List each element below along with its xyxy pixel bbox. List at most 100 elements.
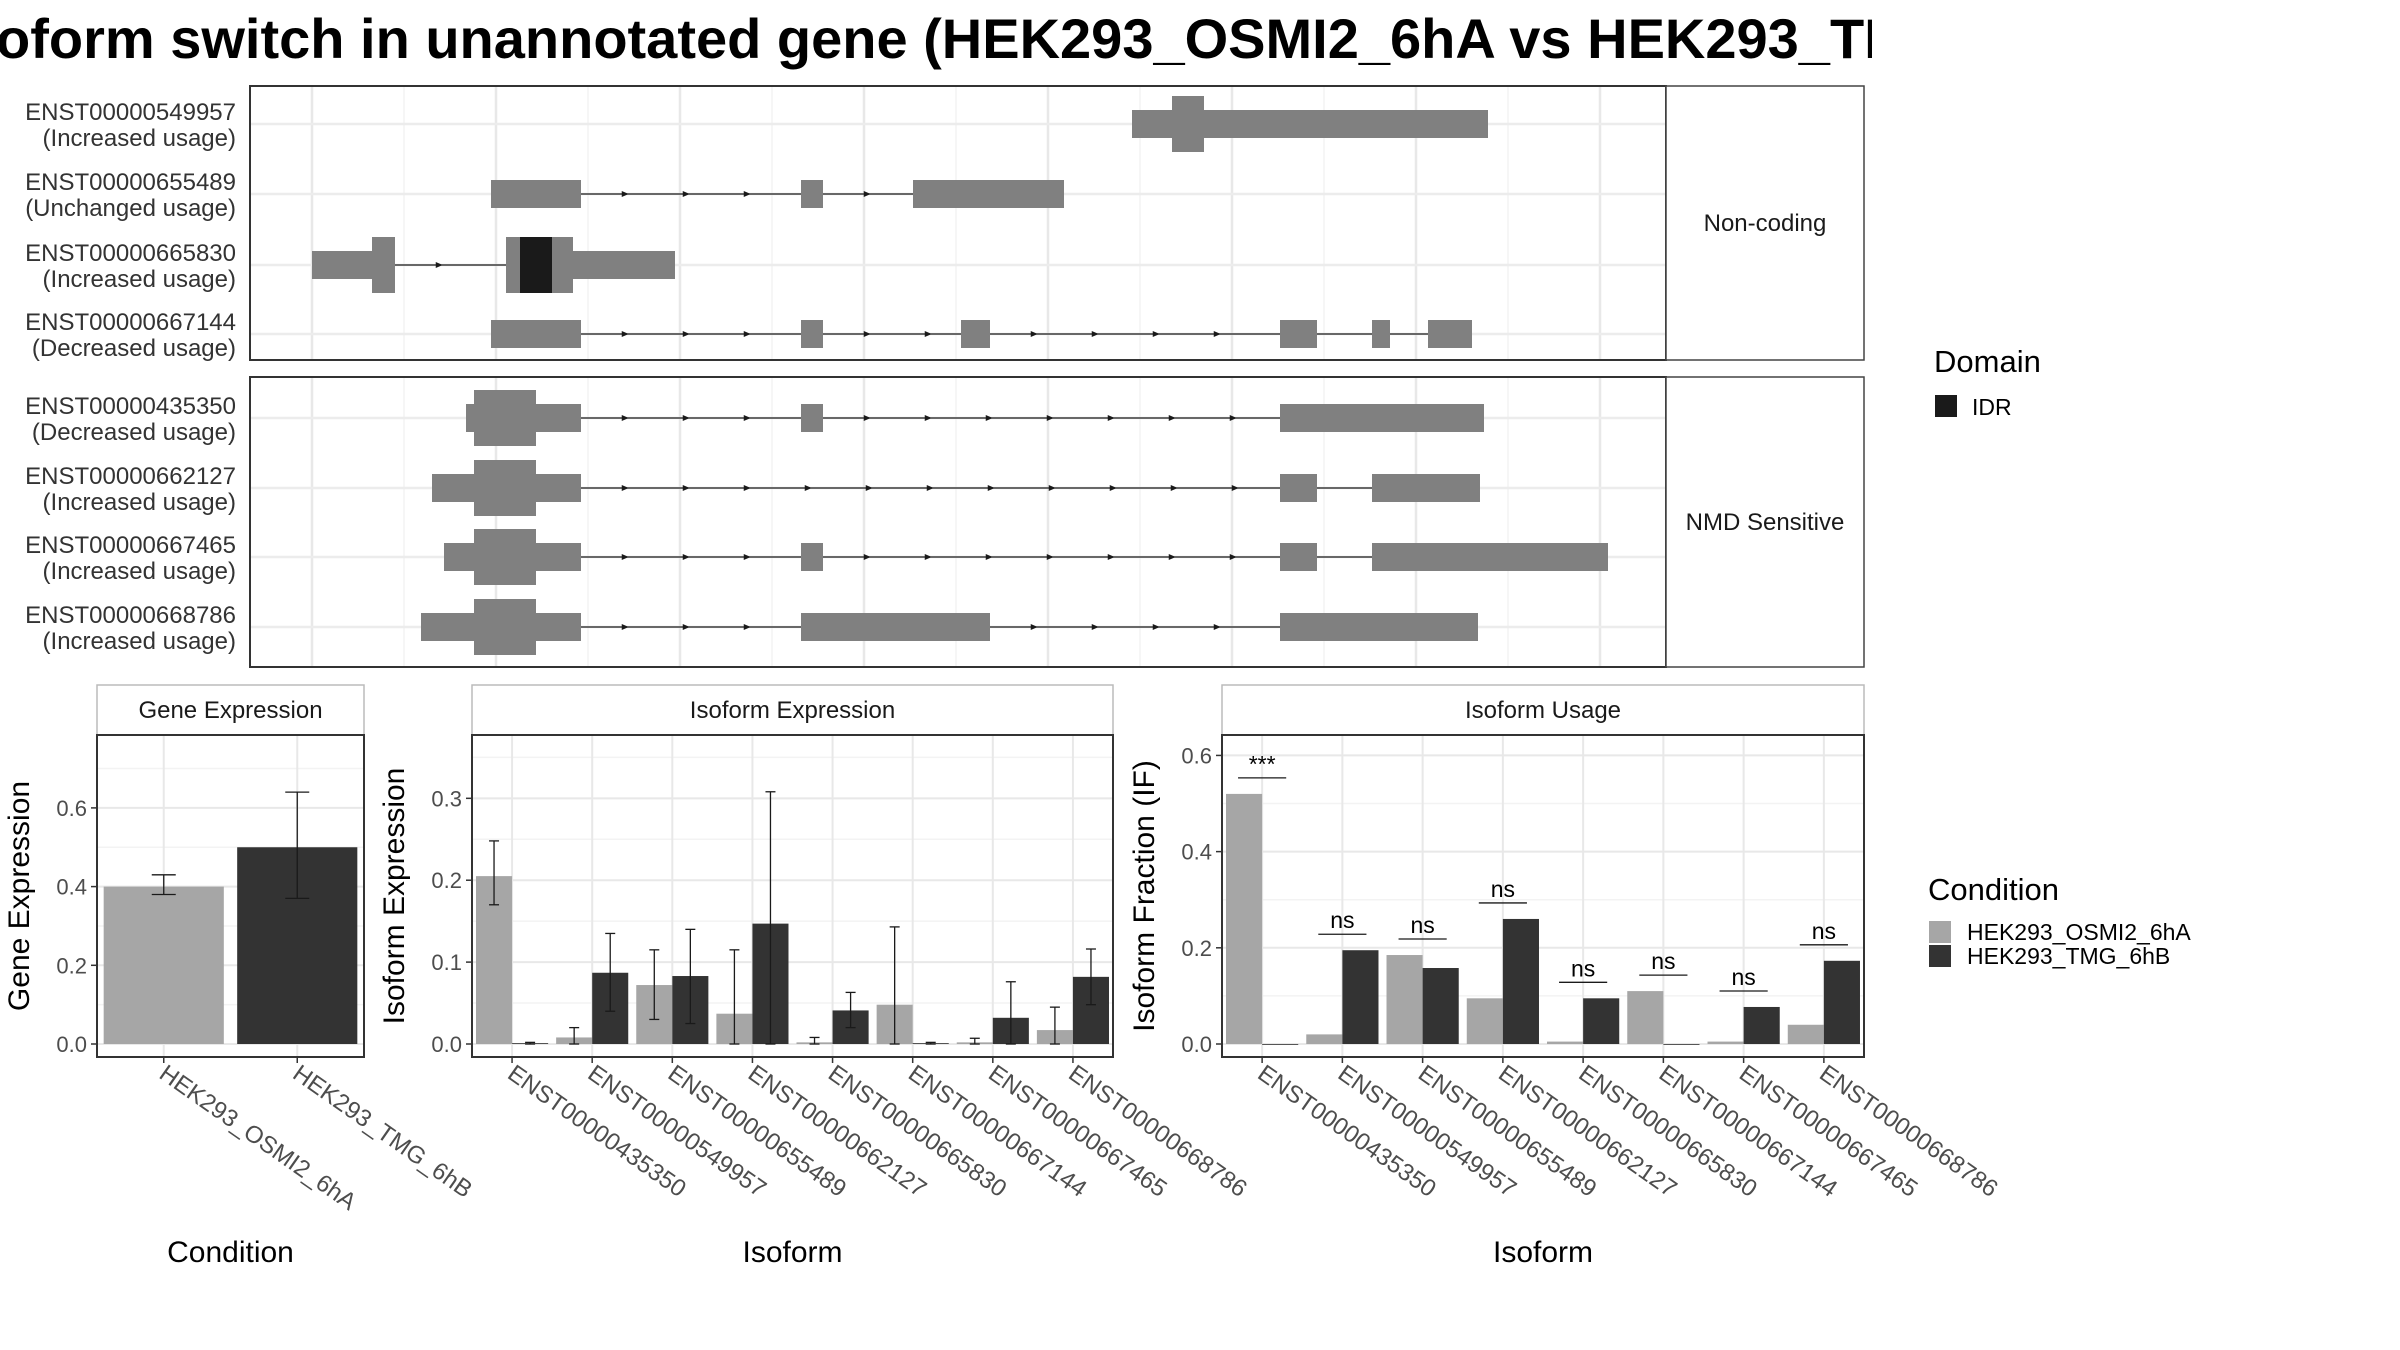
intron-arrow: [682, 485, 690, 491]
exon: [1372, 320, 1390, 348]
y-tick-label: 0.0: [431, 1032, 462, 1057]
bar-HEK293_OSMI2_6hA-ENST00000667465: [1707, 1041, 1744, 1044]
transcript-ENST00000435350: [466, 390, 1484, 446]
facet-strip: [1221, 684, 1865, 736]
intron-arrow: [621, 624, 629, 630]
transcript-status-ENST00000668786: (Increased usage): [43, 628, 236, 655]
plot-border: [96, 734, 365, 1058]
exon: [491, 320, 581, 348]
domain-legend-swatch: [1935, 395, 1957, 417]
intron-arrow: [621, 485, 629, 491]
intron-arrow: [743, 554, 751, 560]
intron-arrow: [863, 415, 871, 421]
intron-arrow: [743, 624, 751, 630]
exon: [1280, 474, 1317, 502]
transcript-ENST00000667144: [491, 320, 1472, 348]
bar-HEK293_TMG_6hB-ENST00000662127: [1502, 918, 1539, 1044]
significance-label: ns: [1330, 907, 1354, 933]
intron-arrow: [924, 331, 932, 337]
intron-arrow: [682, 331, 690, 337]
transcript-ENST00000662127: [432, 460, 1480, 516]
plot-border: [471, 734, 1114, 1058]
x-axis-title: Condition: [167, 1236, 294, 1269]
y-tick-label: 0.2: [1181, 936, 1212, 961]
condition-legend-swatch: [1929, 945, 1951, 967]
bar-HEK293_OSMI2_6hA-ENST00000665830: [1547, 1041, 1584, 1044]
transcript-status-ENST00000667465: (Increased usage): [43, 558, 236, 585]
intron-arrow: [1109, 485, 1117, 491]
intron-arrow: [743, 331, 751, 337]
transcript-status-ENST00000662127: (Increased usage): [43, 489, 236, 516]
idr-domain: [520, 237, 552, 293]
panel-title: Isoform Expression: [690, 697, 895, 724]
transcript-label-ENST00000668786: ENST00000668786: [25, 602, 236, 629]
chart-isoform-expression: Isoform Expression0.00.10.20.3ENST000004…: [378, 684, 1252, 1269]
y-tick-label: 0.6: [1181, 743, 1212, 768]
intron-arrow: [924, 554, 932, 560]
exon: [1372, 543, 1608, 571]
intron-arrow: [682, 191, 690, 197]
bar-HEK293_OSMI2_6hA-ENST00000662127: [1466, 998, 1503, 1044]
bar-HEK293_TMG_6hB-ENST00000435350: [1262, 1044, 1299, 1045]
intron-arrow: [621, 331, 629, 337]
exon: [913, 180, 1064, 208]
transcript-ENST00000549957: [1132, 96, 1488, 152]
plot-border: [1221, 734, 1865, 1058]
structure-panel-nmd-sensitive: NMD Sensitive: [249, 376, 1865, 668]
intron-arrow: [987, 485, 995, 491]
intron-arrow: [926, 485, 934, 491]
exon: [1372, 474, 1480, 502]
bar-HEK293_TMG_6hB-ENST00000655489: [1422, 968, 1459, 1044]
intron-arrow: [1168, 415, 1176, 421]
intron-arrow: [985, 415, 993, 421]
transcript-status-ENST00000549957: (Increased usage): [43, 125, 236, 152]
y-axis-title: Isoform Expression: [378, 768, 411, 1025]
bar-HEK293_OSMI2_6hA-ENST00000549957: [1306, 1034, 1343, 1044]
intron-arrow: [924, 415, 932, 421]
intron-arrow: [621, 191, 629, 197]
y-axis-title: Gene Expression: [3, 781, 36, 1011]
transcript-label-ENST00000667465: ENST00000667465: [25, 532, 236, 559]
exon: [312, 251, 372, 279]
exon: [1280, 404, 1484, 432]
intron-arrow: [621, 415, 629, 421]
condition-legend-title: Condition: [1928, 872, 2059, 907]
y-tick-label: 0.3: [431, 786, 462, 811]
exon: [801, 320, 823, 348]
intron-arrow: [1091, 331, 1099, 337]
exon: [1280, 543, 1317, 571]
intron-arrow: [743, 485, 751, 491]
intron-arrow: [682, 415, 690, 421]
bar-HEK293_OSMI2_6hA: [103, 886, 224, 1044]
intron-arrow: [1048, 485, 1056, 491]
structure-panel-non-coding: Non-coding: [249, 85, 1865, 361]
transcript-label-ENST00000549957: ENST00000549957: [25, 99, 236, 126]
intron-arrow: [1030, 331, 1038, 337]
intron-arrow: [1170, 485, 1178, 491]
facet-strip: [471, 684, 1114, 736]
facet-strip: [96, 684, 365, 736]
intron-arrow: [1046, 415, 1054, 421]
intron-arrow: [743, 191, 751, 197]
transcript-status-ENST00000665830: (Increased usage): [43, 266, 236, 293]
significance-label: ns: [1651, 948, 1675, 974]
intron-arrow: [1107, 554, 1115, 560]
intron-arrow: [863, 191, 871, 197]
panel-title: Gene Expression: [138, 697, 322, 724]
intron-arrow: [985, 554, 993, 560]
y-axis-title: Isoform Fraction (IF): [1128, 760, 1161, 1032]
transcript-ENST00000668786: [421, 599, 1478, 655]
intron-arrow: [1229, 554, 1237, 560]
domain-legend-item: IDR: [1972, 394, 2012, 420]
exon: [372, 237, 395, 293]
exon: [1428, 320, 1472, 348]
exon: [491, 180, 581, 208]
facet-strip: [1665, 376, 1865, 668]
intron-arrow: [682, 554, 690, 560]
y-tick-label: 0.0: [56, 1032, 87, 1057]
intron-arrow: [1107, 415, 1115, 421]
y-tick-label: 0.4: [1181, 840, 1212, 865]
bar-HEK293_TMG_6hB-ENST00000668786: [1823, 960, 1860, 1044]
exon: [801, 404, 823, 432]
facet-label: Non-coding: [1704, 210, 1827, 237]
